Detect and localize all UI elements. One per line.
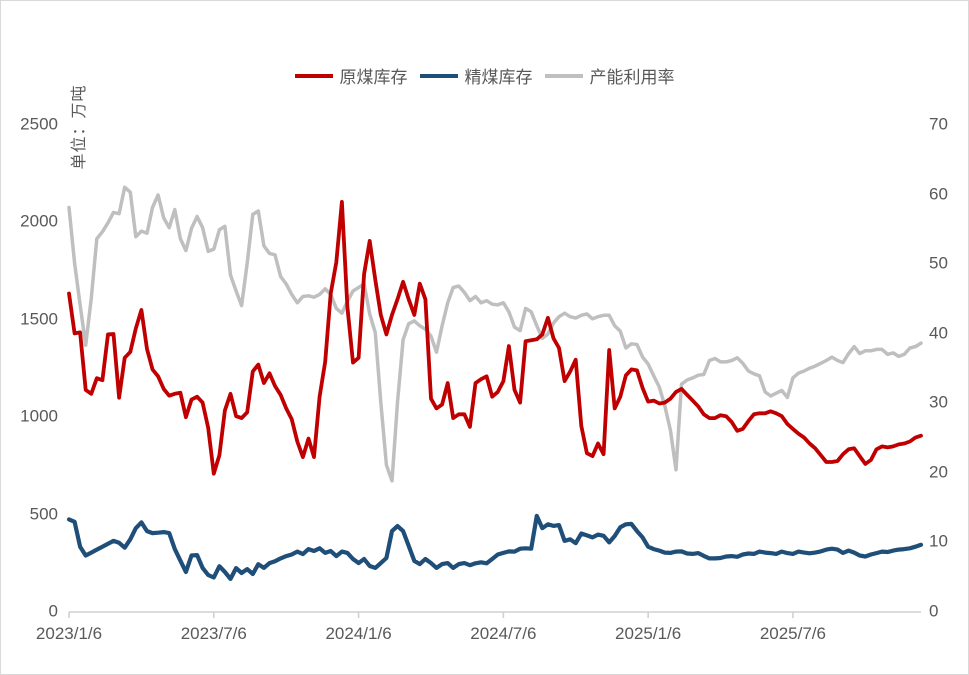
- x-axis-tick-label: 2023/1/6: [35, 624, 103, 643]
- x-axis-tick-label: 2025/1/6: [615, 624, 682, 643]
- right-axis-tick-label: 40: [929, 323, 948, 343]
- x-axis-tick-label: 2025/7/6: [759, 624, 826, 643]
- x-axis-tick-label: 2024/7/6: [470, 624, 537, 643]
- left-axis-tick-label: 1000: [20, 406, 58, 426]
- left-axis-tick-label: 2500: [20, 114, 58, 134]
- legend-item-raw-coal: 原煤库存: [294, 63, 408, 88]
- x-axis-tick-label: 2024/1/6: [325, 624, 392, 643]
- legend-swatch-clean-coal: [419, 73, 458, 78]
- left-axis-tick-label: 0: [48, 601, 58, 621]
- legend-label-clean-coal: 精煤库存: [464, 68, 533, 87]
- series-line-raw-coal-inventory: [67, 199, 923, 476]
- right-axis-tick-label: 70: [929, 114, 948, 134]
- right-axis-tick-label: 0: [929, 601, 939, 621]
- right-axis-tick-label: 20: [929, 462, 948, 482]
- legend-label-raw-coal: 原煤库存: [339, 68, 408, 87]
- right-axis-tick-label: 10: [929, 531, 948, 551]
- legend-swatch-capacity: [544, 73, 583, 78]
- series-line-capacity-utilization: [67, 185, 923, 483]
- legend-swatch-raw-coal: [294, 73, 333, 78]
- right-axis-tick-label: 30: [929, 392, 948, 412]
- x-axis-tick-label: 2023/7/6: [180, 624, 247, 643]
- right-axis-tick-label: 60: [929, 184, 948, 204]
- legend-item-clean-coal: 精煤库存: [419, 63, 533, 88]
- left-axis-tick-label: 1500: [20, 309, 58, 329]
- legend-item-capacity: 产能利用率: [544, 63, 675, 88]
- series-line-clean-coal-inventory: [66, 513, 924, 582]
- right-axis-tick-label: 50: [929, 253, 948, 273]
- left-axis-tick-label: 500: [29, 504, 58, 524]
- legend-label-capacity: 产能利用率: [589, 68, 675, 87]
- legend: 原煤库存 精煤库存 产能利用率: [1, 63, 968, 88]
- left-axis-tick-label: 2000: [20, 211, 58, 231]
